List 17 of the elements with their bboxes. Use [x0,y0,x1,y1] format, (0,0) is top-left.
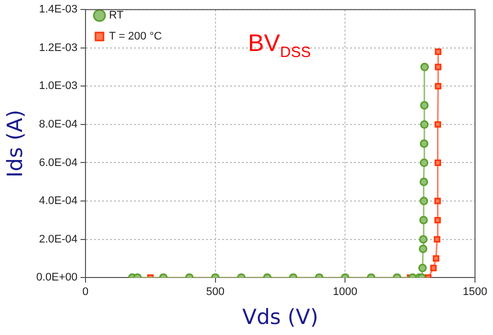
y-tick-label: 8.0E-04 [38,118,78,130]
x-tick-label: 1500 [462,286,488,298]
y-tick-label: 1.4E-03 [38,4,78,16]
x-tick-label: 0 [82,286,89,298]
y-tick-label: 0.0E+00 [36,272,78,284]
y-tick-label: 1.2E-03 [38,42,78,54]
y-tick-label: 2.0E-04 [38,233,78,246]
y-tick-label: 4.0E-04 [38,195,78,208]
x-tick-label: 500 [206,286,225,298]
x-axis-title: Vds (V) [242,304,318,329]
legend-label: RT [108,10,124,22]
x-tick-label: 1000 [332,286,358,298]
legend-label: T = 200 °C [108,30,162,43]
annotation: BV$_{DSS}$ [248,30,311,61]
y-tick-label: 1.0E-03 [38,80,78,92]
y-axis-title: Ids (A) [3,110,28,178]
y-tick-label: 6.0E-04 [38,156,78,169]
